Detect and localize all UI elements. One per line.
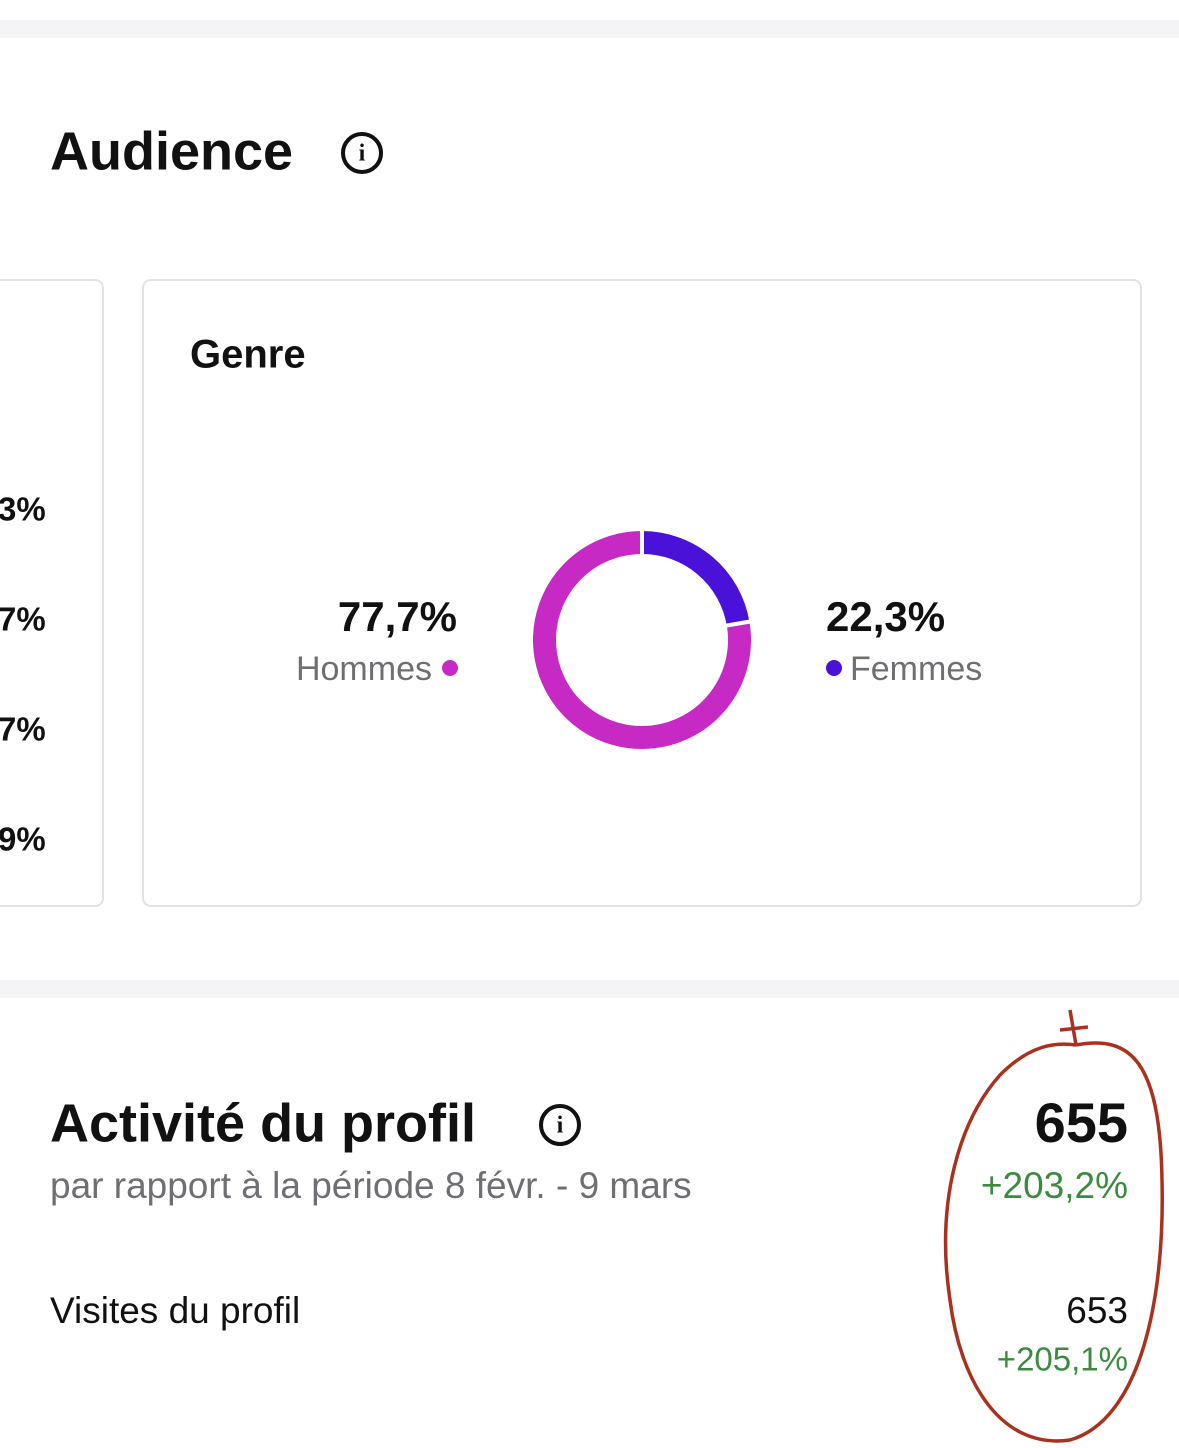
row-percent: 7% xyxy=(0,601,46,638)
legend-dot xyxy=(826,660,842,676)
info-icon[interactable]: i xyxy=(341,132,383,174)
legend-label: Femmes xyxy=(850,650,982,688)
legend-dot xyxy=(442,660,458,676)
donut-slice xyxy=(640,526,754,629)
row-change: +205,1% xyxy=(997,1341,1128,1378)
section-title: Activité du profil xyxy=(50,1093,476,1153)
row-percent: 7% xyxy=(0,711,46,748)
card xyxy=(142,279,1142,907)
value-label: 77,7% xyxy=(338,593,457,640)
row-label: Visites du profil xyxy=(50,1290,300,1331)
row-percent: 3% xyxy=(0,491,46,528)
total-change: +203,2% xyxy=(981,1165,1128,1206)
info-icon[interactable]: i xyxy=(539,1104,581,1146)
svg-text:i: i xyxy=(557,1113,564,1139)
separator xyxy=(0,20,1179,38)
value-label: 22,3% xyxy=(826,593,945,640)
section-title: Audience xyxy=(50,121,293,181)
row-value: 653 xyxy=(1066,1290,1128,1331)
legend-label: Hommes xyxy=(296,650,432,688)
card[interactable] xyxy=(0,279,104,907)
row-percent: 9% xyxy=(0,821,46,858)
svg-text:i: i xyxy=(359,141,366,167)
total-value: 655 xyxy=(1035,1091,1128,1154)
annotation-circle xyxy=(943,1009,1164,1443)
chart-title: Genre xyxy=(190,333,306,377)
subtitle: par rapport à la période 8 févr. - 9 mar… xyxy=(50,1165,692,1206)
donut-slice xyxy=(529,526,755,753)
separator xyxy=(0,980,1179,998)
